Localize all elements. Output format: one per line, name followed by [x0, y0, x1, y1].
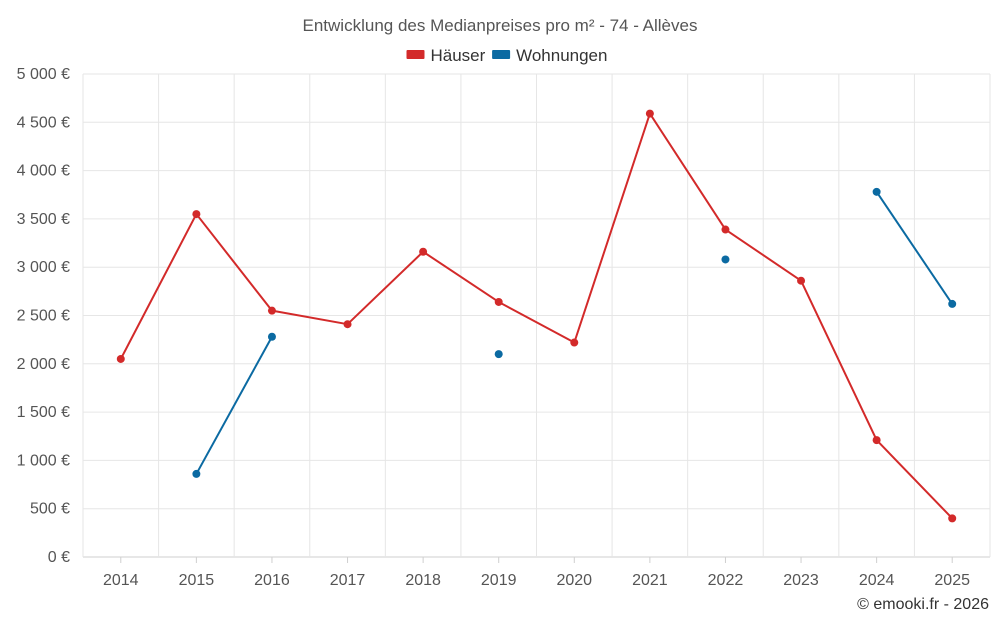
series-haeuser	[116, 109, 957, 523]
x-tick-label: 2019	[481, 572, 517, 589]
grid-layer	[82, 73, 991, 558]
data-point[interactable]	[948, 514, 957, 523]
y-tick-label: 2 000 €	[17, 356, 70, 373]
series-layer	[116, 109, 957, 523]
legend-item-wohnungen[interactable]: Wohnungen	[492, 46, 607, 65]
series-wohnungen	[192, 187, 957, 478]
data-point[interactable]	[267, 332, 276, 341]
data-point[interactable]	[721, 225, 730, 234]
x-tick-label: 2022	[708, 572, 744, 589]
y-tick-label: 4 000 €	[17, 163, 70, 180]
data-point[interactable]	[797, 276, 806, 285]
data-point[interactable]	[343, 320, 352, 329]
chart-title: Entwicklung des Medianpreises pro m² - 7…	[303, 16, 698, 35]
legend-label: Häuser	[431, 46, 486, 65]
data-point[interactable]	[872, 436, 881, 445]
x-tick-label: 2018	[405, 572, 441, 589]
series-line	[119, 112, 953, 520]
x-tick-label: 2016	[254, 572, 290, 589]
legend-item-haeuser[interactable]: Häuser	[406, 46, 486, 65]
data-point[interactable]	[494, 350, 503, 359]
legend-swatch	[406, 50, 425, 59]
series-line	[875, 191, 954, 305]
y-tick-label: 0 €	[48, 549, 70, 566]
x-tick-label: 2017	[330, 572, 366, 589]
data-point[interactable]	[192, 469, 201, 478]
data-point[interactable]	[419, 247, 428, 256]
x-tick-label: 2020	[556, 572, 592, 589]
y-tick-label: 5 000 €	[17, 66, 70, 83]
x-tick-label: 2014	[103, 572, 139, 589]
data-point[interactable]	[721, 255, 730, 264]
y-tick-label: 4 500 €	[17, 114, 70, 131]
y-tick-label: 3 000 €	[17, 259, 70, 276]
data-point[interactable]	[116, 354, 125, 363]
y-tick-label: 1 500 €	[17, 404, 70, 421]
data-point[interactable]	[872, 187, 881, 196]
series-line	[195, 336, 273, 475]
y-tick-label: 1 000 €	[17, 452, 70, 469]
y-tick-label: 500 €	[30, 501, 70, 518]
x-tick-label: 2024	[859, 572, 895, 589]
data-point[interactable]	[267, 306, 276, 315]
data-point[interactable]	[192, 210, 201, 219]
x-tick-label: 2015	[179, 572, 215, 589]
axis-layer: 0 € 500 € 1 000 € 1 500 € 2 000 € 2 500 € 3 00…	[17, 66, 970, 589]
credit-text: © emooki.fr - 2026	[857, 596, 989, 613]
data-point[interactable]	[948, 299, 957, 308]
x-tick-label: 2023	[783, 572, 819, 589]
legend[interactable]: Häuser Wohnungen	[406, 46, 608, 65]
x-tick-label: 2025	[934, 572, 970, 589]
y-tick-label: 2 500 €	[17, 308, 70, 325]
data-point[interactable]	[494, 297, 503, 306]
data-point[interactable]	[645, 109, 654, 118]
x-tick-label: 2021	[632, 572, 668, 589]
data-point[interactable]	[570, 338, 579, 347]
y-tick-label: 3 500 €	[17, 211, 70, 228]
legend-swatch	[492, 50, 511, 59]
legend-label: Wohnungen	[516, 46, 607, 65]
